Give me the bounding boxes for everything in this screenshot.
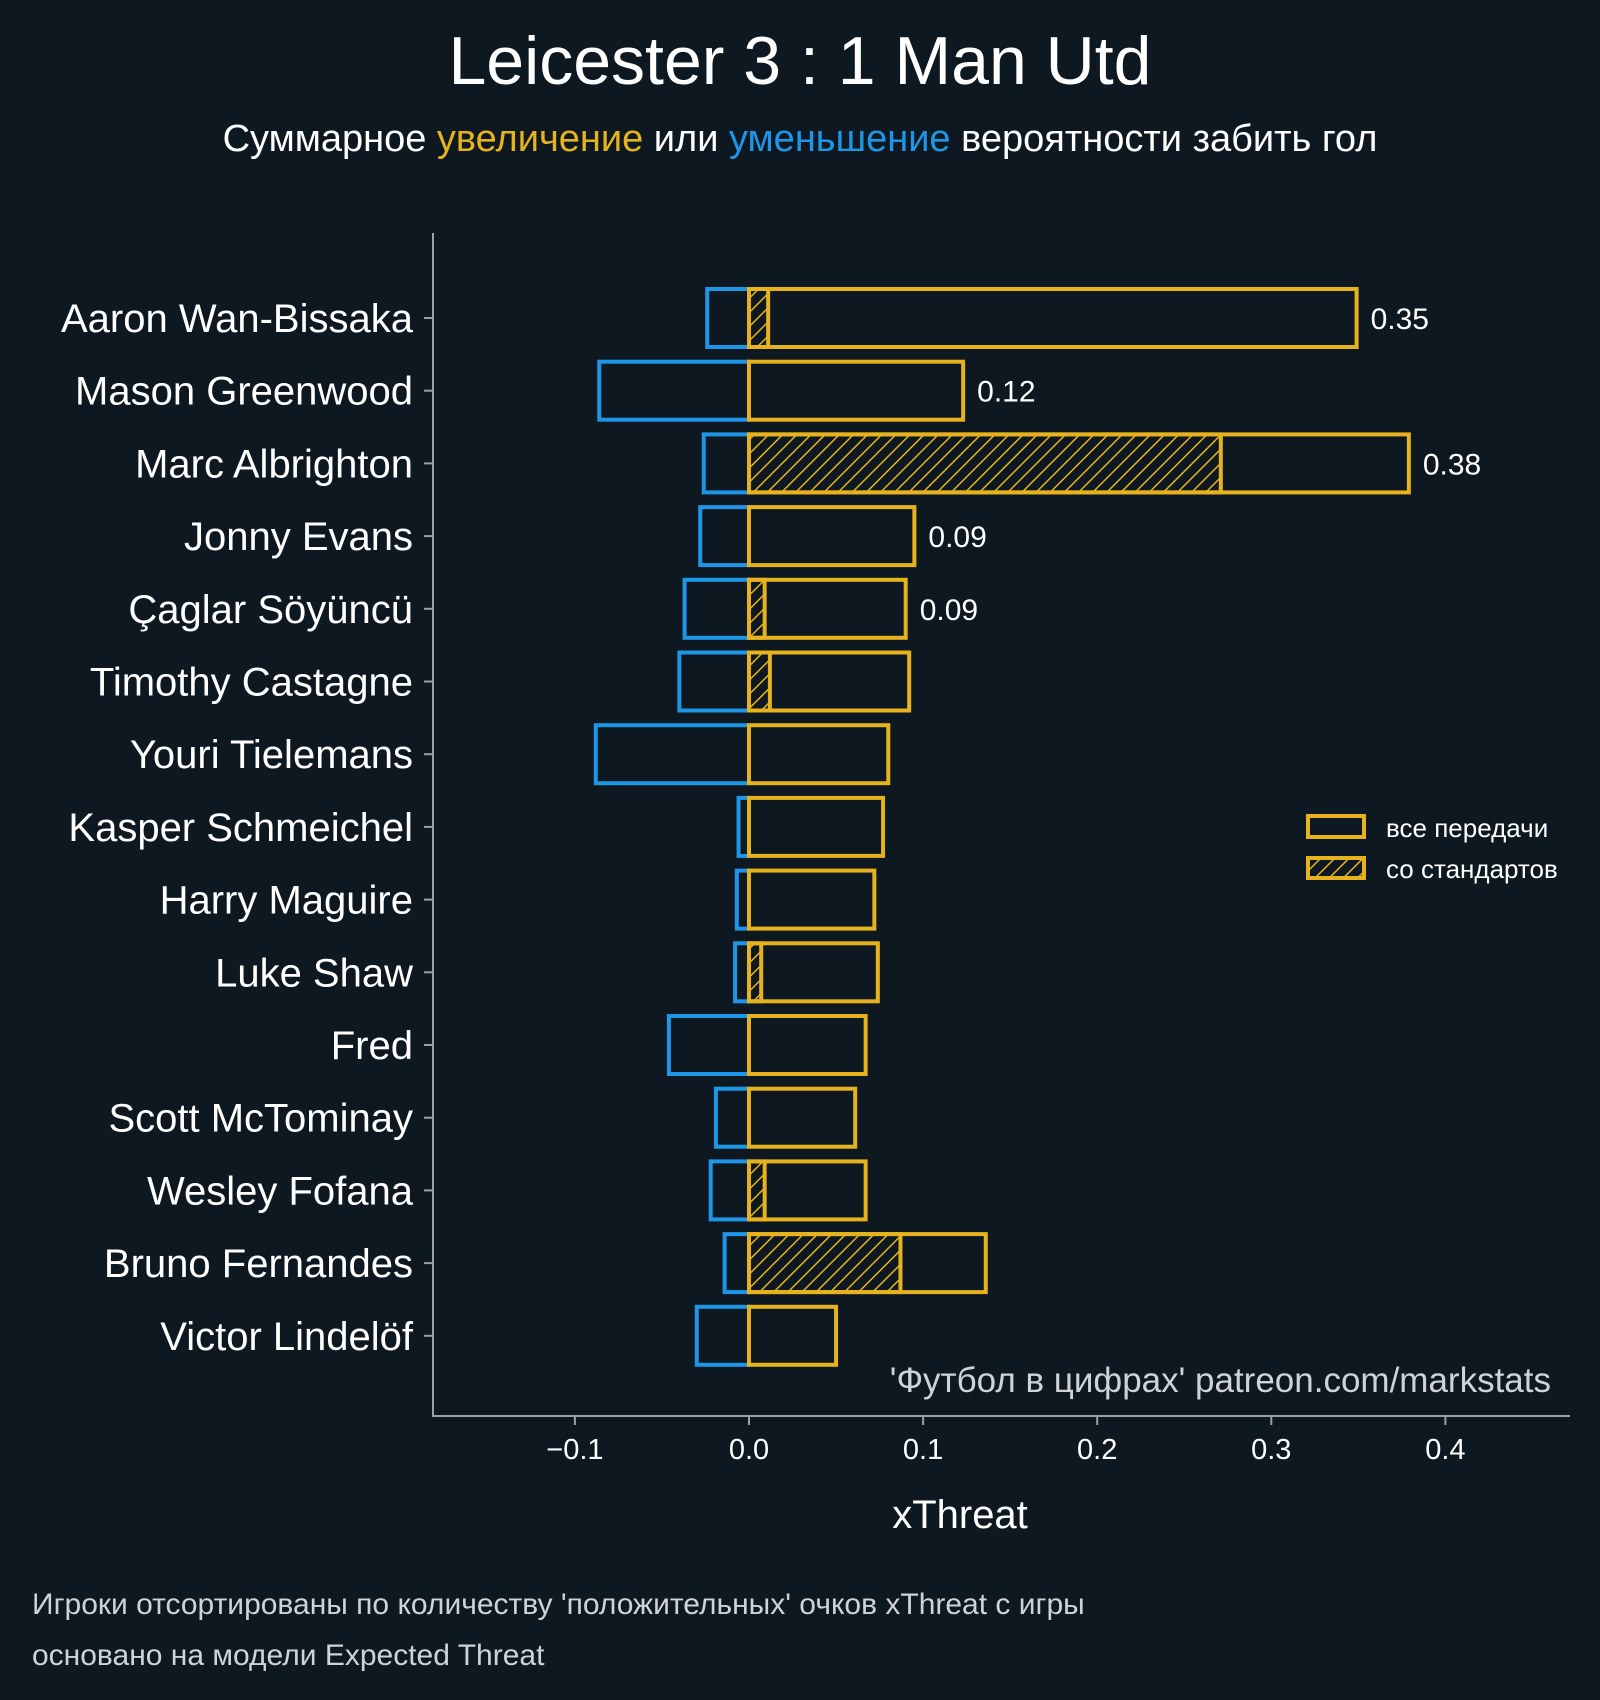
positive-bar [747, 723, 891, 786]
player-label: Scott McTominay [108, 1097, 413, 1141]
chart-subtitle: Суммарное увеличение или уменьшение веро… [223, 118, 1378, 160]
negative-bar [708, 1159, 751, 1222]
negative-bar [682, 577, 752, 640]
player-label: Luke Shaw [215, 951, 413, 995]
positive-bar [747, 1304, 839, 1367]
x-tick-label: 0.2 [1077, 1434, 1117, 1466]
x-tick-label: 0.3 [1251, 1434, 1291, 1466]
player-label: Marc Albrighton [135, 442, 413, 486]
value-label: 0.38 [1423, 448, 1481, 481]
legend: все передачи со стандартов [1306, 813, 1558, 884]
footnote-2: основано на модели Expected Threat [32, 1639, 545, 1672]
negative-bar [698, 505, 752, 568]
value-label: 0.35 [1371, 303, 1429, 336]
negative-bar [666, 1014, 751, 1076]
player-label: Kasper Schmeichel [68, 806, 413, 850]
x-tick-label: 0.4 [1425, 1434, 1465, 1466]
positive-bar [747, 505, 917, 568]
setpiece-bar [747, 1159, 767, 1222]
positive-bar [747, 1159, 868, 1222]
positive-bar [747, 1014, 868, 1076]
x-tick-label: 0.0 [729, 1434, 769, 1466]
footnote-1: Игроки отсортированы по количеству 'поло… [32, 1588, 1085, 1621]
negative-bar [733, 941, 752, 1004]
player-label: Timothy Castagne [90, 661, 413, 705]
positive-bar [747, 941, 880, 1004]
x-tick-label: −0.1 [546, 1434, 603, 1466]
player-label: Youri Tielemans [130, 733, 413, 777]
negative-bar [705, 287, 752, 349]
watermark: 'Футбол в цифрах' patreon.com/markstats [890, 1361, 1551, 1400]
setpiece-bar [747, 1232, 903, 1295]
chart-title: Leicester 3 : 1 Man Utd [448, 23, 1151, 99]
player-label: Jonny Evans [184, 515, 413, 559]
positive-bar [747, 650, 912, 713]
negative-bar [694, 1304, 752, 1367]
player-label: Harry Maguire [160, 879, 413, 923]
negative-bar [593, 723, 751, 786]
positive-bar [747, 1232, 988, 1295]
legend-swatch-all [1306, 814, 1366, 839]
setpiece-bar [747, 650, 772, 713]
positive-bar [747, 432, 1411, 495]
legend-swatch-setpiece [1306, 856, 1366, 880]
positive-bar [747, 868, 877, 931]
player-label: Victor Lindelöf [160, 1315, 414, 1359]
player-label: Wesley Fofana [147, 1169, 414, 1213]
positive-bar [747, 359, 966, 422]
positive-bar [747, 795, 886, 858]
player-label: Mason Greenwood [75, 370, 413, 414]
positive-bar [747, 577, 908, 640]
x-tick-label: 0.1 [903, 1434, 943, 1466]
negative-bar [722, 1232, 751, 1295]
positive-bar [747, 287, 1359, 349]
value-label: 0.09 [928, 521, 986, 554]
value-label: 0.09 [920, 594, 978, 627]
player-label: Çaglar Söyüncü [128, 588, 413, 632]
legend-label-setpiece: со стандартов [1386, 854, 1558, 884]
negative-bar [713, 1086, 752, 1149]
setpiece-bar [747, 577, 767, 640]
negative-bar [677, 650, 751, 713]
player-label: Aaron Wan-Bissaka [61, 297, 414, 341]
negative-bar [597, 359, 751, 422]
setpiece-bar [747, 432, 1223, 495]
legend-label-all: все передачи [1386, 813, 1548, 843]
positive-bar [747, 1086, 858, 1149]
x-axis-label: xThreat [892, 1493, 1028, 1537]
player-label: Fred [331, 1024, 413, 1068]
setpiece-bar [747, 287, 771, 349]
player-label: Bruno Fernandes [104, 1242, 413, 1286]
value-label: 0.12 [977, 376, 1035, 409]
negative-bar [701, 432, 752, 495]
